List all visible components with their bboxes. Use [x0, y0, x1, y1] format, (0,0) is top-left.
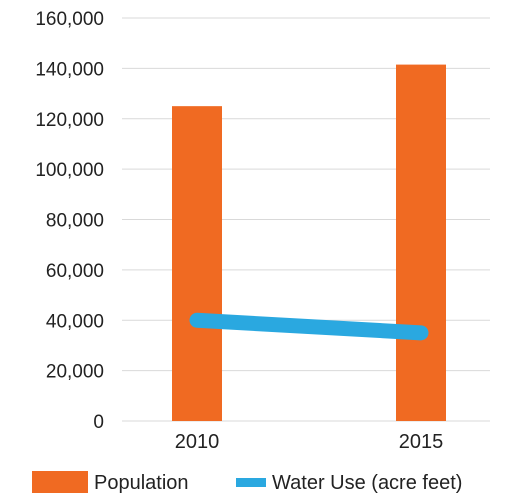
y-tick-label: 0: [93, 412, 104, 433]
y-tick-label: 20,000: [46, 362, 104, 383]
bar-population-2015: [396, 64, 446, 422]
bar-series-population: [172, 64, 446, 422]
x-axis-category-labels: 2010 2015: [175, 431, 444, 453]
point-water-use-2010: [196, 319, 198, 322]
legend-swatch-water-use: [236, 478, 266, 487]
legend-label-population: Population: [94, 472, 189, 494]
point-water-use-2015: [420, 331, 422, 334]
y-tick-label: 60,000: [46, 261, 104, 282]
bar-population-2010: [172, 106, 222, 421]
x-tick-label: 2010: [175, 431, 220, 453]
line-series-water-use: [189, 312, 429, 341]
y-tick-label: 160,000: [35, 9, 104, 30]
line-water-use: [189, 312, 429, 341]
legend-swatch-population: [32, 471, 88, 493]
y-axis-tick-labels: 160,000 140,000 120,000 100,000 80,000 60,000…: [35, 9, 104, 433]
y-tick-label: 120,000: [35, 110, 104, 131]
y-tick-label: 40,000: [46, 311, 104, 332]
y-tick-label: 140,000: [35, 59, 104, 80]
x-tick-label: 2015: [399, 431, 444, 453]
legend-label-water-use: Water Use (acre feet): [272, 472, 462, 494]
legend: Population Water Use (acre feet): [32, 471, 462, 494]
y-tick-label: 100,000: [35, 160, 104, 181]
y-tick-label: 80,000: [46, 211, 104, 232]
